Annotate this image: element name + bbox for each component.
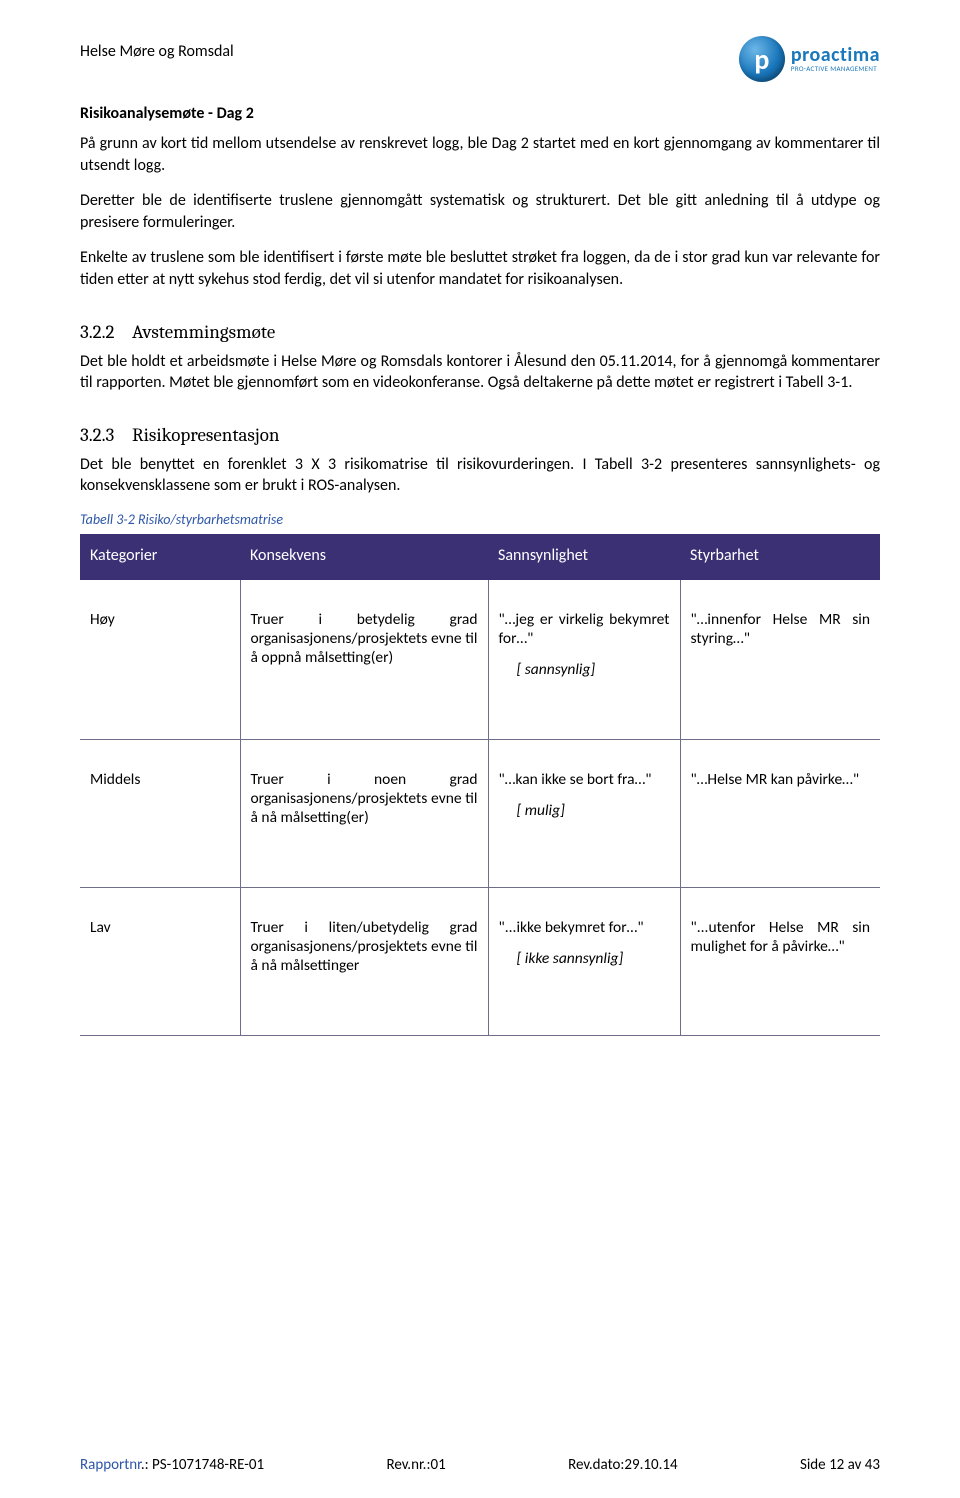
heading-title: Risikopresentasjon [132,424,279,446]
cell-category: Høy [80,579,240,739]
cell-sannsynlighet: "...ikke bekymret for…" [ ikke sannsynli… [488,887,680,1035]
cell-konsekvens: Truer i betydelig grad organisasjonens/p… [240,579,488,739]
risk-matrix-table: Kategorier Konsekvens Sannsynlighet Styr… [80,534,880,1036]
heading-title: Avstemmingsmøte [132,321,275,343]
sann-note: [ ikke sannsynlig] [499,949,670,968]
table-row: Høy Truer i betydelig grad organisasjone… [80,579,880,739]
paragraph: Deretter ble de identifiserte truslene g… [80,190,880,233]
footer-date: Rev.dato:29.10.14 [568,1456,678,1474]
cell-sannsynlighet: "…kan ikke se bort fra…" [ mulig] [488,739,680,887]
heading-number: 3.2.2 [80,321,132,343]
cell-konsekvens: Truer i liten/ubetydelig grad organisasj… [240,887,488,1035]
paragraph: Det ble benyttet en forenklet 3 X 3 risi… [80,454,880,497]
col-header-konsekvens: Konsekvens [240,534,488,580]
cell-konsekvens: Truer i noen grad organisasjonens/prosje… [240,739,488,887]
cell-styrbarhet: "…Helse MR kan påvirke…" [680,739,880,887]
cell-sannsynlighet: "…jeg er virkelig bekymret for…" [ sanns… [488,579,680,739]
footer-rev-value: 01 [430,1456,445,1474]
footer-report-label: Rapportnr [80,1456,141,1474]
table-row: Middels Truer i noen grad organisasjonen… [80,739,880,887]
logo-tagline: PRO-ACTIVE MANAGEMENT [791,65,880,73]
table-header-row: Kategorier Konsekvens Sannsynlighet Styr… [80,534,880,580]
footer-page-value: 12 av 43 [829,1456,880,1474]
heading-323: 3.2.3Risikopresentasjon [80,424,880,446]
footer-report-value: .: PS-1071748-RE-01 [141,1456,264,1474]
col-header-kategorier: Kategorier [80,534,240,580]
page-footer: Rapportnr.: PS-1071748-RE-01 Rev.nr.:01 … [80,1456,880,1474]
page-header: Helse Møre og Romsdal p proactima PRO-AC… [80,36,880,82]
logo-text: proactima PRO-ACTIVE MANAGEMENT [791,45,880,73]
sann-main: "...ikke bekymret for…" [499,918,670,937]
sann-main: "…jeg er virkelig bekymret for…" [499,610,670,648]
footer-rev: Rev.nr.:01 [386,1456,445,1474]
heading-number: 3.2.3 [80,424,132,446]
table-caption: Tabell 3-2 Risiko/styrbarhetsmatrise [80,511,880,528]
col-header-styrbarhet: Styrbarhet [680,534,880,580]
paragraph: Det ble holdt et arbeidsmøte i Helse Mør… [80,351,880,394]
logo-badge-icon: p [739,36,785,82]
footer-date-value: 29.10.14 [624,1456,677,1474]
footer-report: Rapportnr.: PS-1071748-RE-01 [80,1456,264,1474]
sann-main: "…kan ikke se bort fra…" [499,770,670,789]
logo-brand: proactima [791,45,880,65]
footer-rev-label: Rev.nr.: [386,1456,430,1474]
paragraph: Enkelte av truslene som ble identifisert… [80,247,880,290]
section-subtitle: Risikoanalysemøte - Dag 2 [80,104,880,123]
cell-styrbarhet: "...utenfor Helse MR sin mulighet for å … [680,887,880,1035]
sann-note: [ mulig] [499,801,670,820]
client-name: Helse Møre og Romsdal [80,36,234,61]
table-row: Lav Truer i liten/ubetydelig grad organi… [80,887,880,1035]
paragraph: På grunn av kort tid mellom utsendelse a… [80,133,880,176]
footer-page-label: Side [800,1456,826,1474]
footer-date-label: Rev.dato: [568,1456,624,1474]
cell-category: Middels [80,739,240,887]
cell-styrbarhet: "…innenfor Helse MR sin styring…" [680,579,880,739]
col-header-sannsynlighet: Sannsynlighet [488,534,680,580]
footer-page: Side 12 av 43 [800,1456,880,1474]
document-page: Helse Møre og Romsdal p proactima PRO-AC… [0,0,960,1498]
sann-note: [ sannsynlig] [499,660,670,679]
vendor-logo: p proactima PRO-ACTIVE MANAGEMENT [739,36,880,82]
heading-322: 3.2.2Avstemmingsmøte [80,321,880,343]
cell-category: Lav [80,887,240,1035]
